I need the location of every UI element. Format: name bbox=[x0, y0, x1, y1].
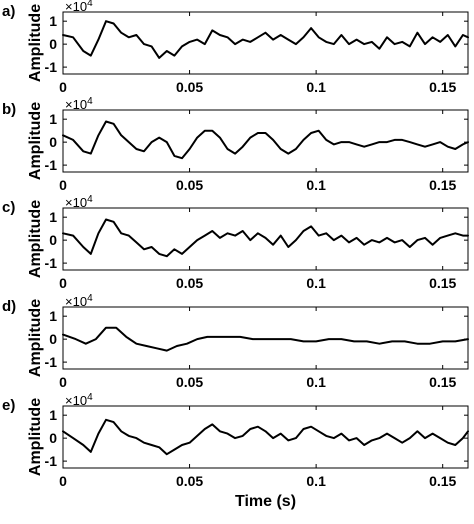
exponent-label: ×104 bbox=[65, 0, 93, 14]
exponent-label: ×104 bbox=[65, 293, 93, 309]
x-tick-label: 0.1 bbox=[306, 177, 326, 193]
y-tick-label: -1 bbox=[45, 59, 58, 75]
x-tick-label: 0.15 bbox=[429, 275, 456, 291]
x-tick-label: 0.15 bbox=[429, 79, 456, 95]
y-tick-label: -1 bbox=[45, 157, 58, 173]
panel-label: c) bbox=[2, 199, 15, 216]
axes-box bbox=[62, 405, 469, 469]
x-tick-label: 0.1 bbox=[306, 473, 326, 489]
panel-label: e) bbox=[2, 397, 15, 414]
panel-label: b) bbox=[2, 101, 16, 118]
y-tick-label: 1 bbox=[49, 209, 57, 225]
y-tick-label: -1 bbox=[45, 453, 58, 469]
exponent-label: ×104 bbox=[65, 194, 93, 210]
x-tick-label: 0.15 bbox=[429, 177, 456, 193]
axes-box bbox=[62, 207, 469, 271]
series-line bbox=[62, 418, 469, 456]
x-tick-label: 0 bbox=[59, 177, 67, 193]
axes-box bbox=[62, 109, 469, 173]
x-tick-label: 0.15 bbox=[429, 374, 456, 390]
x-tick-label: 0.05 bbox=[176, 473, 203, 489]
x-tick-label: 0.15 bbox=[429, 473, 456, 489]
y-axis-label: Amplitude bbox=[27, 398, 44, 476]
series-line bbox=[62, 20, 469, 59]
y-axis-label: Amplitude bbox=[27, 299, 44, 377]
x-tick-label: 0.1 bbox=[306, 374, 326, 390]
series-line bbox=[62, 326, 469, 352]
y-tick-label: 0 bbox=[49, 232, 57, 248]
x-tick-label: 0.05 bbox=[176, 177, 203, 193]
y-axis-label: Amplitude bbox=[27, 102, 44, 180]
exponent-label: ×104 bbox=[65, 96, 93, 112]
axes-box bbox=[62, 11, 469, 75]
axes-box bbox=[62, 306, 469, 370]
x-tick-label: 0 bbox=[59, 275, 67, 291]
y-tick-label: -1 bbox=[45, 255, 58, 271]
panel-label: d) bbox=[2, 298, 16, 315]
x-tick-label: 0 bbox=[59, 79, 67, 95]
panel-label: a) bbox=[2, 3, 15, 20]
x-axis-label: Time (s) bbox=[235, 493, 296, 510]
y-axis-label: Amplitude bbox=[27, 4, 44, 82]
y-tick-label: 0 bbox=[49, 36, 57, 52]
y-tick-label: 0 bbox=[49, 134, 57, 150]
x-tick-label: 0 bbox=[59, 374, 67, 390]
y-tick-label: 0 bbox=[49, 430, 57, 446]
y-tick-label: -1 bbox=[45, 354, 58, 370]
x-tick-label: 0.1 bbox=[306, 79, 326, 95]
y-tick-label: 1 bbox=[49, 13, 57, 29]
x-tick-label: 0.05 bbox=[176, 79, 203, 95]
x-tick-label: 0.1 bbox=[306, 275, 326, 291]
y-axis-label: Amplitude bbox=[27, 200, 44, 278]
x-tick-label: 0 bbox=[59, 473, 67, 489]
y-tick-label: 1 bbox=[49, 111, 57, 127]
x-tick-label: 0.05 bbox=[176, 275, 203, 291]
exponent-label: ×104 bbox=[65, 392, 93, 408]
y-tick-label: 1 bbox=[49, 407, 57, 423]
y-tick-label: 0 bbox=[49, 331, 57, 347]
x-tick-label: 0.05 bbox=[176, 374, 203, 390]
series-line bbox=[62, 218, 469, 258]
series-line bbox=[62, 120, 469, 160]
y-tick-label: 1 bbox=[49, 308, 57, 324]
